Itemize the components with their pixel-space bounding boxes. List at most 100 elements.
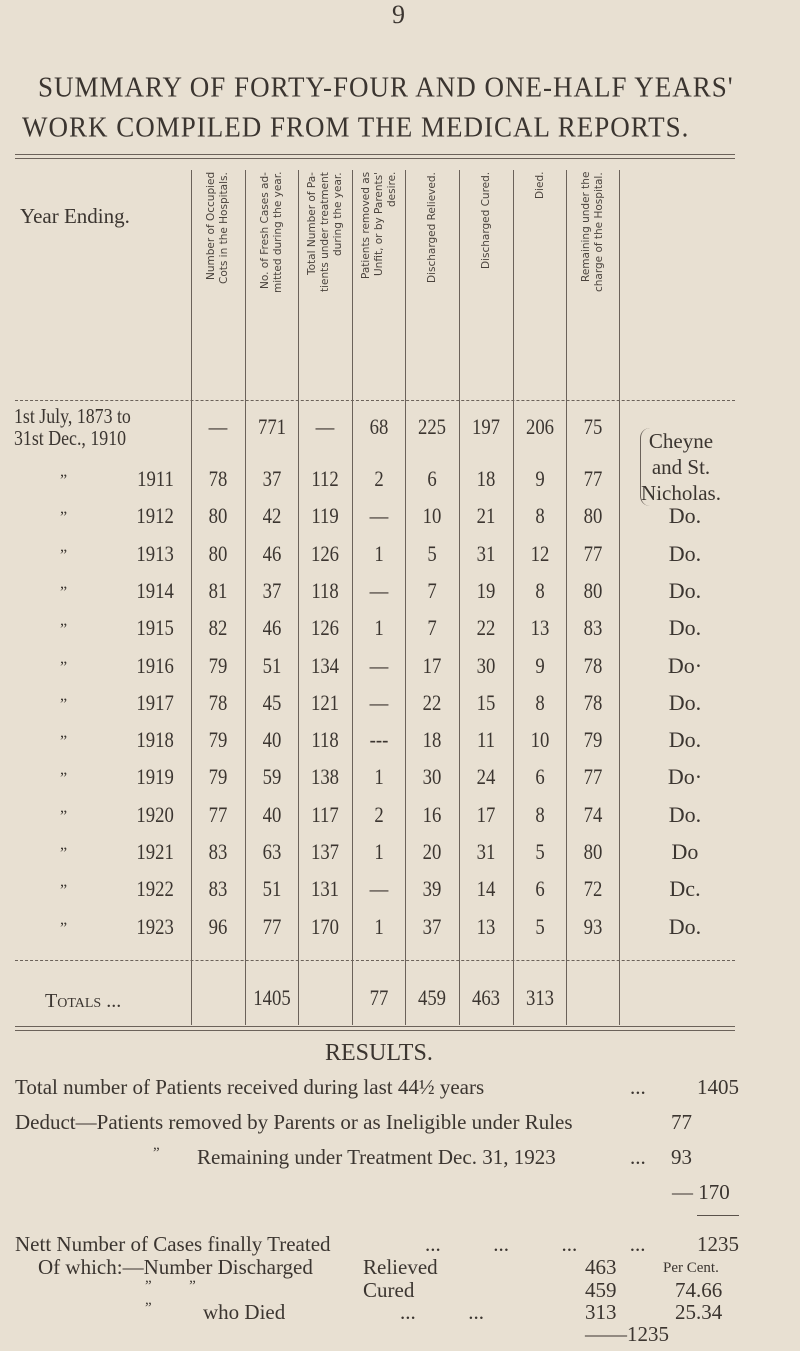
- ditto-mark: ” ”: [145, 1278, 196, 1294]
- page-number: 9: [392, 0, 405, 29]
- table-cell: 197: [471, 414, 501, 439]
- table-cell: 131: [310, 876, 340, 902]
- table-cell: 39: [422, 876, 442, 902]
- table-cell: 8: [535, 801, 545, 827]
- table-cell: 21: [476, 503, 496, 529]
- table-cell: —: [369, 503, 389, 529]
- nett-label: Nett Number of Cases finally Treated: [15, 1232, 331, 1256]
- table-cell: 79: [208, 727, 228, 753]
- hospital-note: Do.: [668, 801, 702, 827]
- died-label: who Died: [203, 1300, 286, 1324]
- column-divider: [459, 170, 460, 1025]
- table-row: ” 1918 79 40 118 --- 18 11 10 79 Do.: [0, 727, 800, 764]
- relieved-value: 463: [585, 1255, 617, 1279]
- table-cell: 24: [476, 764, 496, 790]
- table-cell: 7: [427, 615, 437, 641]
- table-cell: 77: [583, 466, 603, 491]
- total-received-value: 1405: [697, 1075, 739, 1099]
- remaining-value: 93: [671, 1145, 692, 1169]
- final-total: ——1235: [585, 1322, 669, 1346]
- table-row: ” 1915 82 46 126 1 7 22 13 83 Do.: [0, 615, 800, 652]
- table-cell: 74: [583, 801, 603, 827]
- hospital-note: Do·: [667, 652, 703, 678]
- ditto-mark: ”: [60, 583, 68, 601]
- table-cell: 6: [535, 764, 545, 790]
- hospital-note: Do.: [668, 615, 702, 641]
- table-row: ” 1914 81 37 118 — 7 19 8 80 Do.: [0, 578, 800, 615]
- table-row: ” 1922 83 51 131 — 39 14 6 72 Dc.: [0, 876, 800, 913]
- table-cell: 30: [476, 652, 496, 678]
- title-line-2: WORK COMPILED FROM THE MEDICAL REPORTS.: [22, 111, 690, 143]
- column-header: Remaining under the charge of the Hospit…: [567, 172, 619, 340]
- column-header-text: Discharged Relieved.: [425, 172, 438, 283]
- deduct-label: Deduct—Patients removed by Parents or as…: [15, 1110, 573, 1134]
- table-row: ” 1919 79 59 138 1 30 24 6 77 Do·: [0, 764, 800, 801]
- hospital-note: Do.: [668, 689, 702, 715]
- column-divider: [191, 170, 192, 1025]
- table-cell: 2: [374, 801, 384, 827]
- table-cell: 206: [525, 414, 555, 439]
- ditto-mark: ”: [60, 621, 68, 639]
- dots: ...: [630, 1145, 646, 1169]
- table-row: ” 1920 77 40 117 2 16 17 8 74 Do.: [0, 802, 800, 839]
- column-divider: [298, 170, 299, 1025]
- dots: ... ...: [400, 1300, 484, 1324]
- nett-value: 1235: [697, 1232, 739, 1256]
- subtotal-value: — 170: [672, 1180, 730, 1204]
- column-header: Died.: [514, 172, 566, 340]
- table-cell: 77: [208, 801, 228, 827]
- table-cell: —: [208, 414, 228, 439]
- of-which-label: Of which:—Number Discharged: [38, 1255, 313, 1279]
- hospital-note: Do.: [668, 503, 702, 529]
- table-cell: 1: [374, 764, 384, 790]
- table-cell: 78: [583, 652, 603, 678]
- table-cell: 51: [262, 652, 282, 678]
- table-cell: 80: [583, 577, 603, 603]
- table-cell: 16: [422, 801, 442, 827]
- table-cell: 119: [311, 503, 339, 529]
- column-divider: [566, 170, 567, 1025]
- table-cell: —: [369, 577, 389, 603]
- ditto-mark: ”: [60, 770, 68, 788]
- table-cell: 118: [311, 577, 339, 603]
- table-cell: 22: [422, 689, 442, 715]
- table-cell: 83: [583, 615, 603, 641]
- ditto-mark: ”: [60, 882, 68, 900]
- table-cell: 18: [476, 466, 496, 491]
- hospital-note: Do.: [668, 540, 702, 566]
- table-cell: 771: [257, 414, 287, 439]
- table-cell: 170: [310, 913, 340, 939]
- table-cell: 117: [311, 801, 339, 827]
- table-cell: 8: [535, 689, 545, 715]
- table-cell: 68: [369, 414, 389, 439]
- ditto-mark: ”: [60, 919, 68, 937]
- column-divider: [245, 170, 246, 1025]
- hospital-note: Dc.: [669, 876, 701, 902]
- table-cell: 18: [422, 727, 442, 753]
- table-cell: 6: [427, 466, 437, 491]
- table-cell: 20: [422, 839, 442, 864]
- table-cell: ---: [369, 727, 389, 753]
- table-cell: 14: [476, 876, 496, 902]
- column-divider: [352, 170, 353, 1025]
- table-row: ” 1911 78 37 112 2 6 18 9 77 Cheyne and St. Nichol…: [0, 428, 800, 506]
- year-cell: 1921: [136, 839, 174, 864]
- column-header-text: No. of Fresh Cases ad- mitted during the…: [259, 172, 284, 294]
- table-cell: 1: [374, 839, 384, 864]
- year-cell: 1920: [136, 801, 174, 827]
- table-cell: 79: [208, 764, 228, 790]
- table-row: ” 1912 80 42 119 — 10 21 8 80 Do.: [0, 503, 800, 540]
- table-cell: 77: [583, 540, 603, 566]
- table-cell: 37: [422, 913, 442, 939]
- dots: ... ... ... ...: [425, 1232, 646, 1256]
- year-cell: 1912: [136, 503, 174, 529]
- table-cell: 121: [310, 689, 340, 715]
- table-cell: 5: [535, 913, 545, 939]
- column-header: No. of Fresh Cases ad- mitted during the…: [246, 172, 298, 340]
- table-cell: 37: [262, 466, 282, 491]
- table-cell: 126: [310, 540, 340, 566]
- table-cell: 40: [262, 727, 282, 753]
- table-row: ” 1913 80 46 126 1 5 31 12 77 Do.: [0, 541, 800, 578]
- table-cell: 59: [262, 764, 282, 790]
- table-cell: 112: [311, 466, 339, 491]
